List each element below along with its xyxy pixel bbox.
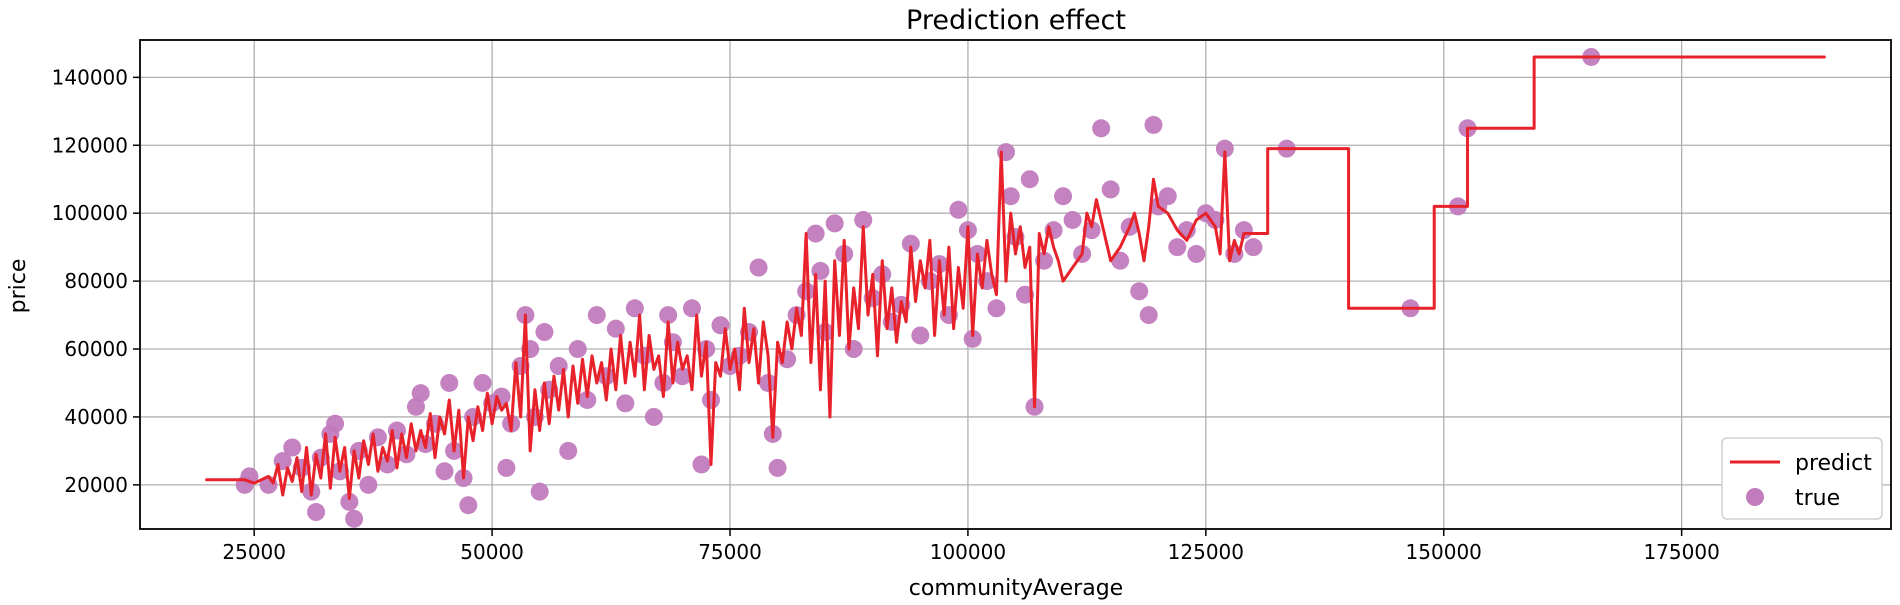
x-tick-label: 150000 [1406, 540, 1482, 564]
y-tick-label: 80000 [64, 269, 128, 293]
true-point [1111, 251, 1130, 270]
x-tick-label: 100000 [930, 540, 1006, 564]
true-point [987, 299, 1006, 318]
true-point [901, 234, 920, 253]
y-tick-label: 140000 [52, 65, 128, 89]
chart-title: Prediction effect [906, 5, 1126, 36]
true-point [701, 390, 720, 409]
true-point [1139, 306, 1158, 325]
true-point [644, 407, 663, 426]
x-tick-label: 75000 [698, 540, 762, 564]
plot-area [205, 47, 1826, 528]
true-point [1020, 170, 1039, 189]
true-point [682, 299, 701, 318]
legend-true-label: true [1795, 486, 1840, 511]
true-point [1168, 238, 1187, 257]
y-axis-label: price [6, 259, 31, 314]
true-point [559, 441, 578, 460]
true-point [345, 509, 364, 528]
y-tick-label: 100000 [52, 201, 128, 225]
true-point [749, 258, 768, 277]
true-point [1130, 282, 1149, 301]
true-point [587, 306, 606, 325]
true-point [1187, 244, 1206, 263]
true-point [473, 373, 492, 392]
true-point [606, 319, 625, 338]
legend-predict-label: predict [1795, 451, 1872, 476]
true-point [1001, 187, 1020, 206]
legend-true-marker [1746, 488, 1764, 506]
true-point [806, 224, 825, 243]
y-tick-label: 20000 [64, 473, 128, 497]
true-point [1144, 115, 1163, 134]
x-tick-label: 25000 [222, 540, 286, 564]
true-point [1101, 180, 1120, 199]
true-point [1016, 285, 1035, 304]
true-point [759, 373, 778, 392]
true-point [283, 438, 302, 457]
x-tick-label: 125000 [1168, 540, 1244, 564]
y-tick-label: 60000 [64, 337, 128, 361]
true-point [535, 323, 554, 342]
true-point [963, 329, 982, 348]
legend: predict true [1721, 437, 1883, 520]
true-point [1206, 210, 1225, 229]
true-point [530, 482, 549, 501]
true-point [797, 282, 816, 301]
predict-line [205, 55, 1826, 500]
y-tick-label: 40000 [64, 405, 128, 429]
true-point [568, 340, 587, 359]
true-point [406, 397, 425, 416]
true-point [340, 492, 359, 511]
x-tick-label: 175000 [1643, 540, 1719, 564]
true-point [616, 394, 635, 413]
y-tick-label: 120000 [52, 133, 128, 157]
true-point [768, 458, 787, 477]
true-point [1158, 187, 1177, 206]
true-point [359, 475, 378, 494]
true-point [816, 323, 835, 342]
true-point [435, 462, 454, 481]
true-point [1092, 119, 1111, 138]
x-axis-label: communityAverage [909, 576, 1123, 601]
true-point [307, 503, 326, 522]
plot-frame [139, 39, 1892, 530]
true-point [497, 458, 516, 477]
x-tick-label: 50000 [460, 540, 524, 564]
chart-grid [140, 40, 1891, 529]
true-point [949, 200, 968, 219]
true-point [659, 306, 678, 325]
true-point [1054, 187, 1073, 206]
true-point [854, 210, 873, 229]
x-axis-ticks: 25000 50000 75000 100000 125000 150000 175000 [222, 529, 1720, 564]
true-point [1082, 221, 1101, 240]
true-point [625, 299, 644, 318]
true-point [825, 214, 844, 233]
true-point [911, 326, 930, 345]
true-point [378, 455, 397, 474]
true-point [692, 455, 711, 474]
true-point [1063, 210, 1082, 229]
true-point [440, 373, 459, 392]
true-point [459, 496, 478, 515]
true-point [578, 390, 597, 409]
true-point [411, 384, 430, 403]
true-point [1215, 139, 1234, 158]
true-point [673, 367, 692, 386]
true-point [326, 414, 345, 433]
y-axis-ticks: 20000 40000 60000 80000 100000 120000 140000 [52, 65, 140, 497]
true-point [1244, 238, 1263, 257]
